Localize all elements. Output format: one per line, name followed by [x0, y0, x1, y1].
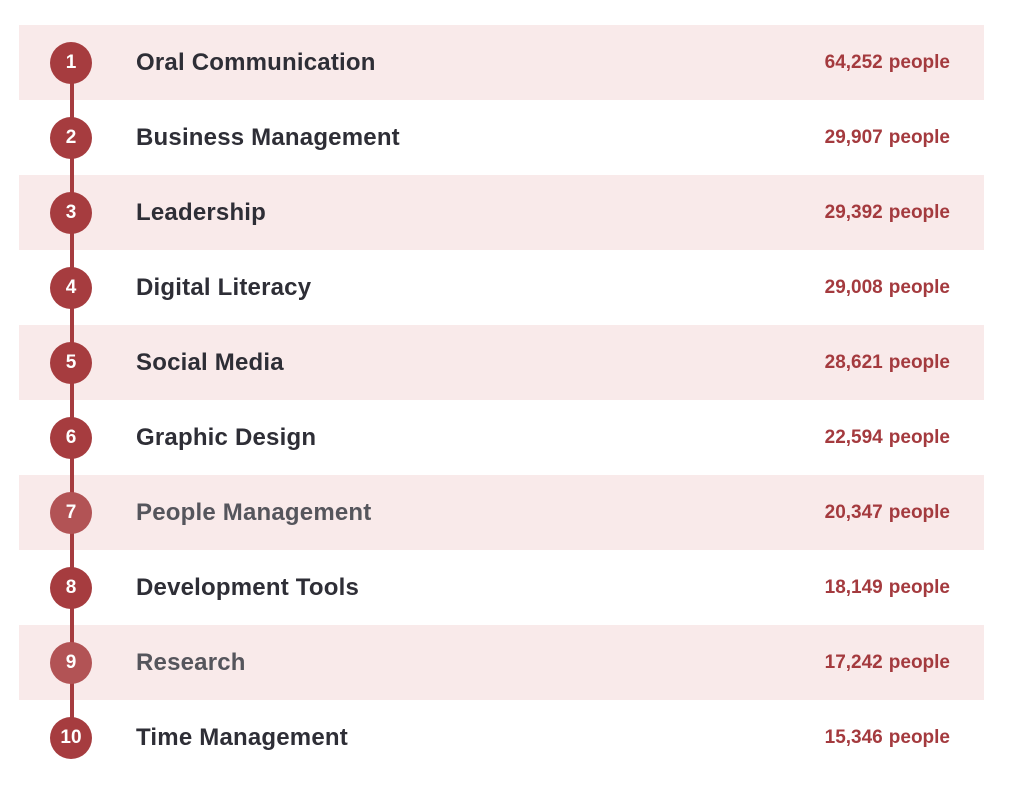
skill-label: Oral Communication: [136, 48, 376, 76]
people-count: 17,242 people: [825, 652, 984, 674]
value-unit: people: [888, 276, 950, 298]
rank-badge: 2: [50, 116, 92, 159]
list-item: 2 Business Management 29,907 people: [19, 100, 984, 175]
rank-badge: 5: [50, 341, 92, 384]
skill-label: Graphic Design: [136, 423, 317, 451]
value-number: 29,907: [824, 126, 883, 148]
value-number: 17,242: [824, 651, 883, 673]
value-unit: people: [888, 576, 950, 598]
skill-label: Development Tools: [136, 573, 359, 601]
value-number: 15,346: [824, 726, 883, 748]
value-unit: people: [888, 651, 950, 673]
people-count: 29,008 people: [825, 277, 984, 299]
value-unit: people: [888, 351, 950, 373]
list-item: 1 Oral Communication 64,252 people: [19, 25, 984, 100]
skill-label: Leadership: [136, 198, 267, 226]
list-item: 9 Research 17,242 people: [19, 625, 984, 700]
rank-number: 4: [65, 276, 77, 298]
list-item: 8 Development Tools 18,149 people: [19, 550, 984, 625]
rank-badge: 3: [50, 191, 92, 234]
skill-label: Social Media: [136, 348, 284, 376]
value-unit: people: [888, 426, 950, 448]
rank-number: 6: [65, 426, 77, 448]
rank-number: 2: [65, 126, 77, 148]
value-unit: people: [888, 501, 950, 523]
people-count: 28,621 people: [825, 352, 984, 374]
list-item: 7 People Management 20,347 people: [19, 475, 984, 550]
value-unit: people: [888, 201, 950, 223]
list-item: 5 Social Media 28,621 people: [19, 325, 984, 400]
rank-number: 8: [65, 576, 77, 598]
skill-label: Digital Literacy: [136, 273, 312, 301]
value-number: 22,594: [824, 426, 883, 448]
value-number: 64,252: [824, 51, 883, 73]
people-count: 15,346 people: [825, 727, 984, 749]
rank-number: 10: [60, 726, 82, 748]
people-count: 29,392 people: [825, 202, 984, 224]
ranked-skills-list: 1 Oral Communication 64,252 people 2 Busi…: [19, 25, 984, 775]
rank-badge: 10: [50, 716, 92, 759]
value-unit: people: [888, 726, 950, 748]
people-count: 20,347 people: [825, 502, 984, 524]
list-item: 4 Digital Literacy 29,008 people: [19, 250, 984, 325]
value-number: 28,621: [824, 351, 883, 373]
people-count: 18,149 people: [825, 577, 984, 599]
value-number: 29,008: [824, 276, 883, 298]
value-number: 20,347: [824, 501, 883, 523]
value-number: 18,149: [824, 576, 883, 598]
list-item: 6 Graphic Design 22,594 people: [19, 400, 984, 475]
skill-label: Research: [136, 648, 246, 676]
rank-badge: 6: [50, 416, 92, 459]
skill-label: Business Management: [136, 123, 400, 151]
value-number: 29,392: [824, 201, 883, 223]
rank-number: 1: [65, 51, 77, 73]
rank-number: 3: [65, 201, 77, 223]
people-count: 22,594 people: [825, 427, 984, 449]
rank-badge: 8: [50, 566, 92, 609]
rank-badge: 4: [50, 266, 92, 309]
people-count: 29,907 people: [825, 127, 984, 149]
rank-badge: 7: [50, 491, 92, 534]
rank-connector-line: [70, 62, 74, 738]
rank-badge: 9: [50, 641, 92, 684]
skill-label: People Management: [136, 498, 372, 526]
skill-label: Time Management: [136, 723, 348, 751]
list-item: 3 Leadership 29,392 people: [19, 175, 984, 250]
list-item: 10 Time Management 15,346 people: [19, 700, 984, 775]
value-unit: people: [888, 126, 950, 148]
value-unit: people: [888, 51, 950, 73]
rank-number: 7: [65, 501, 77, 523]
people-count: 64,252 people: [825, 52, 984, 74]
rank-number: 5: [65, 351, 77, 373]
rank-number: 9: [65, 651, 77, 673]
rank-badge: 1: [50, 41, 92, 84]
